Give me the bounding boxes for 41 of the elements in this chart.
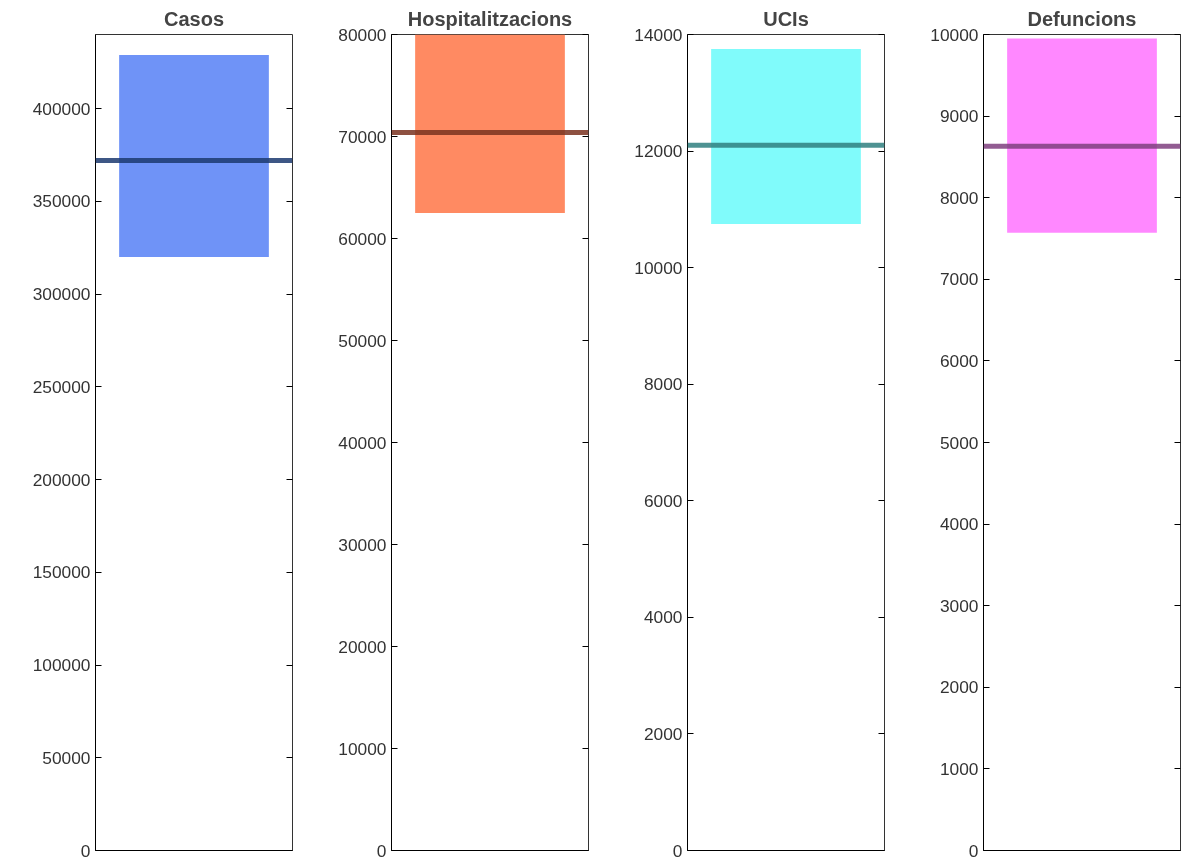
y-tick-label: 1000 — [939, 758, 979, 779]
y-tick-label: 7000 — [939, 269, 979, 290]
y-tick-label: 8000 — [939, 187, 979, 208]
y-tick-label: 100000 — [32, 655, 91, 676]
y-tick-label: 10000 — [338, 738, 387, 759]
y-tick-label: 12000 — [634, 141, 683, 162]
chart-title: Defuncions — [1027, 7, 1137, 30]
y-tick-label: 0 — [376, 840, 387, 861]
y-tick-label: 60000 — [338, 228, 387, 249]
y-tick-label: 14000 — [634, 24, 683, 45]
y-tick-label: 70000 — [338, 126, 387, 147]
y-tick-label: 0 — [968, 840, 979, 861]
y-tick-label: 0 — [672, 840, 683, 861]
y-tick-label: 50000 — [42, 747, 91, 768]
y-tick-label: 5000 — [939, 432, 979, 453]
y-tick-label: 20000 — [338, 636, 387, 657]
y-tick-label: 50000 — [338, 330, 387, 351]
y-tick-label: 6000 — [939, 350, 979, 371]
y-tick-label: 4000 — [939, 514, 979, 535]
y-tick-label: 8000 — [643, 374, 683, 395]
y-tick-label: 9000 — [939, 106, 979, 127]
chart-title: Hospitalitzacions — [407, 7, 573, 30]
y-tick-label: 10000 — [930, 24, 979, 45]
y-tick-label: 0 — [80, 840, 91, 861]
y-tick-label: 6000 — [643, 490, 683, 511]
chart-title: UCIs — [763, 7, 809, 30]
y-tick-label: 10000 — [634, 257, 683, 278]
y-tick-label: 200000 — [32, 469, 91, 490]
chart-title: Casos — [163, 7, 225, 30]
y-tick-label: 3000 — [939, 595, 979, 616]
y-tick-label: 350000 — [32, 191, 91, 212]
y-tick-label: 2000 — [643, 723, 683, 744]
y-tick-label: 250000 — [32, 376, 91, 397]
y-tick-label: 2000 — [939, 677, 979, 698]
y-tick-label: 150000 — [32, 562, 91, 583]
y-tick-label: 80000 — [338, 24, 387, 45]
y-tick-label: 400000 — [32, 98, 91, 119]
y-tick-label: 300000 — [32, 284, 91, 305]
y-tick-label: 4000 — [643, 607, 683, 628]
y-tick-label: 40000 — [338, 432, 387, 453]
y-tick-label: 30000 — [338, 534, 387, 555]
